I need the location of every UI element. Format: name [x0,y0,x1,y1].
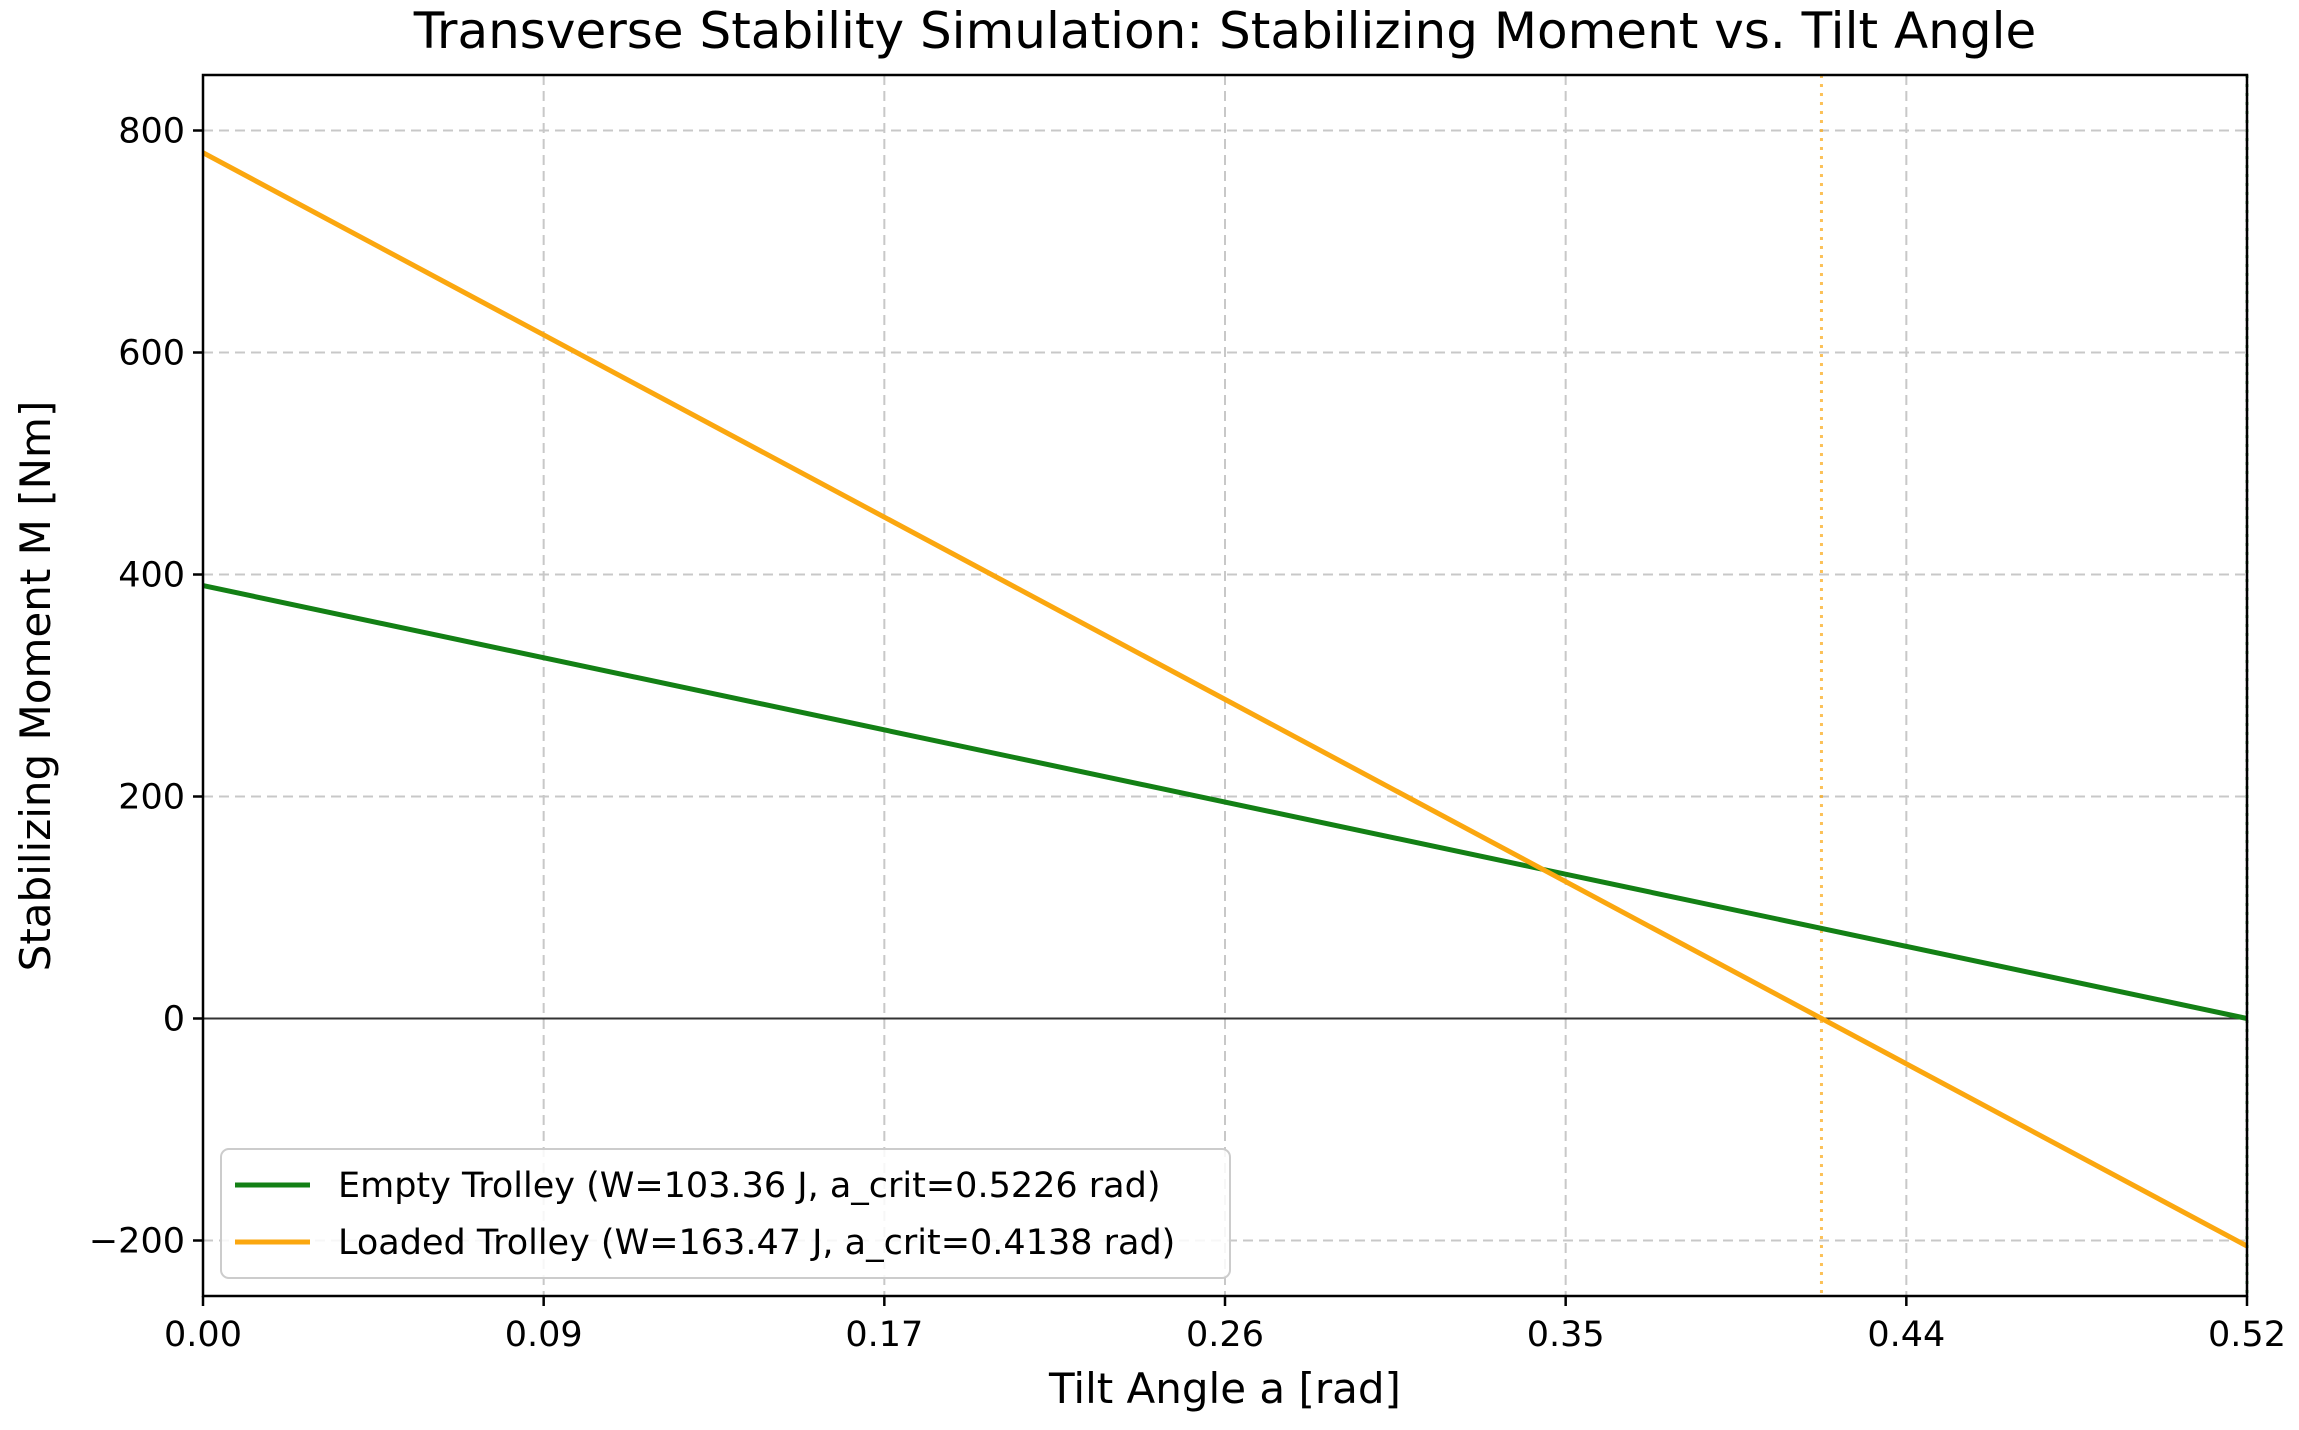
legend-box [220,1148,1231,1279]
x-tick-label: 0.00 [164,1315,242,1355]
y-tick-label: 400 [118,556,185,596]
x-axis-label: Tilt Angle a [rad] [1048,1364,1401,1413]
x-axis: 0.00 0.09 0.17 0.26 0.35 0.44 0.52 [164,1296,2286,1355]
x-tick-label: 0.35 [1527,1315,1605,1355]
x-tick-label: 0.09 [505,1315,583,1355]
series-layer [201,150,2249,1249]
chart-title: Transverse Stability Simulation: Stabili… [413,2,2037,60]
y-axis: −200 0 200 400 600 800 [89,112,203,1262]
y-tick-label: 800 [118,112,185,152]
x-tick-label: 0.26 [1186,1315,1264,1355]
x-tick-label: 0.17 [845,1315,923,1355]
y-axis-label: Stabilizing Moment M [Nm] [11,401,60,972]
series-line [201,150,2249,1249]
y-tick-label: 600 [118,334,185,374]
legend-items: Empty Trolley (W=103.36 J, a_crit=0.5226… [235,1166,1175,1263]
x-tick-label: 0.52 [2208,1315,2286,1355]
y-tick-label: 0 [163,1000,185,1040]
legend-label: Loaded Trolley (W=163.47 J, a_crit=0.413… [338,1223,1175,1263]
series-line [202,583,2248,1021]
y-tick-label: −200 [89,1222,185,1262]
x-tick-label: 0.44 [1867,1315,1945,1355]
legend-label: Empty Trolley (W=103.36 J, a_crit=0.5226… [338,1166,1160,1206]
y-tick-label: 200 [118,778,185,818]
legend: Empty Trolley (W=103.36 J, a_crit=0.5226… [220,1148,1231,1279]
